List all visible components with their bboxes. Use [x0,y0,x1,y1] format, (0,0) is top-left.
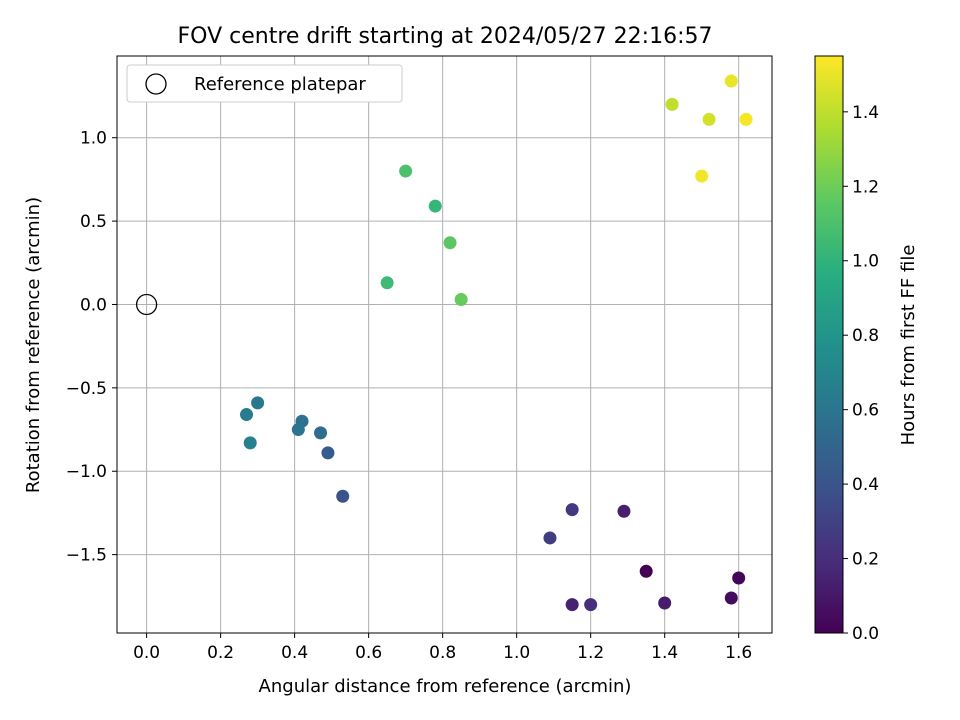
data-point [565,598,579,612]
x-tick-label: 1.6 [725,643,752,663]
data-point [565,503,579,517]
colorbar-label: Hours from first FF file [898,245,919,446]
legend-marker [145,73,167,95]
data-point [584,598,598,612]
data-point [639,564,653,578]
x-tick-label: 1.4 [651,643,678,663]
y-tick-label: −1.5 [66,546,107,566]
plot-area [116,55,773,634]
x-tick-label: 0.0 [133,643,160,663]
y-tick-label: 0.0 [80,295,107,315]
colorbar-tick-label: 1.4 [852,103,879,123]
y-tick-label: 0.5 [80,212,107,232]
colorbar-tick-label: 1.0 [852,252,879,272]
legend-box [126,64,403,103]
data-point [251,396,265,410]
grid-lines [117,56,772,633]
colorbar-tick-label: 1.2 [852,177,879,197]
reference-marker [135,293,158,316]
reference-point [135,293,158,316]
data-point [732,571,746,585]
data-point [291,423,305,437]
data-point [321,446,335,460]
x-tick-label: 1.2 [577,643,604,663]
data-point [454,292,468,306]
data-point [243,436,257,450]
colorbar-ticks: 0.0 0.2 0.4 0.6 0.8 1.0 1.2 1.4 [843,103,879,644]
data-point [380,276,394,290]
x-tick-label: 0.4 [281,643,308,663]
legend: Reference platepar [126,64,403,103]
x-axis-ticks: 0.0 0.2 0.4 0.6 0.8 1.0 1.2 1.4 1.6 [133,633,752,663]
colorbar-tick-label: 0.0 [852,624,879,644]
colorbar-tick-label: 0.6 [852,401,879,421]
y-tick-label: 1.0 [80,129,107,149]
data-points [240,74,753,612]
data-point [443,236,457,250]
data-point [399,164,413,178]
data-point [739,112,753,126]
data-point [665,97,679,111]
data-point [617,504,631,518]
data-point [428,199,442,213]
x-tick-label: 0.8 [429,643,456,663]
data-point [724,591,738,605]
data-point [702,112,716,126]
x-tick-label: 1.0 [503,643,530,663]
y-tick-label: −0.5 [66,379,107,399]
data-point [724,74,738,88]
data-point [695,169,709,183]
y-axis-ticks: −1.5 −1.0 −0.5 0.0 0.5 1.0 [66,129,117,566]
data-point [543,531,557,545]
legend-entry-reference: Reference platepar [194,74,366,95]
colorbar-tick-label: 0.2 [852,550,879,570]
y-axis-label: Rotation from reference (arcmin) [23,197,44,493]
data-point [658,596,672,610]
chart-title: FOV centre drift starting at 2024/05/27 … [178,24,713,49]
colorbar-tick-label: 0.4 [852,475,879,495]
data-point [314,426,328,440]
colorbar-tick-label: 0.8 [852,326,879,346]
x-tick-label: 0.6 [355,643,382,663]
y-tick-label: −1.0 [66,462,107,482]
data-point [240,408,254,422]
data-point [336,489,350,503]
colorbar-gradient [814,55,844,634]
x-tick-label: 0.2 [207,643,234,663]
x-axis-label: Angular distance from reference (arcmin) [259,676,632,697]
colorbar: 0.0 0.2 0.4 0.6 0.8 1.0 1.2 1.4 Hours from firs… [814,55,919,644]
